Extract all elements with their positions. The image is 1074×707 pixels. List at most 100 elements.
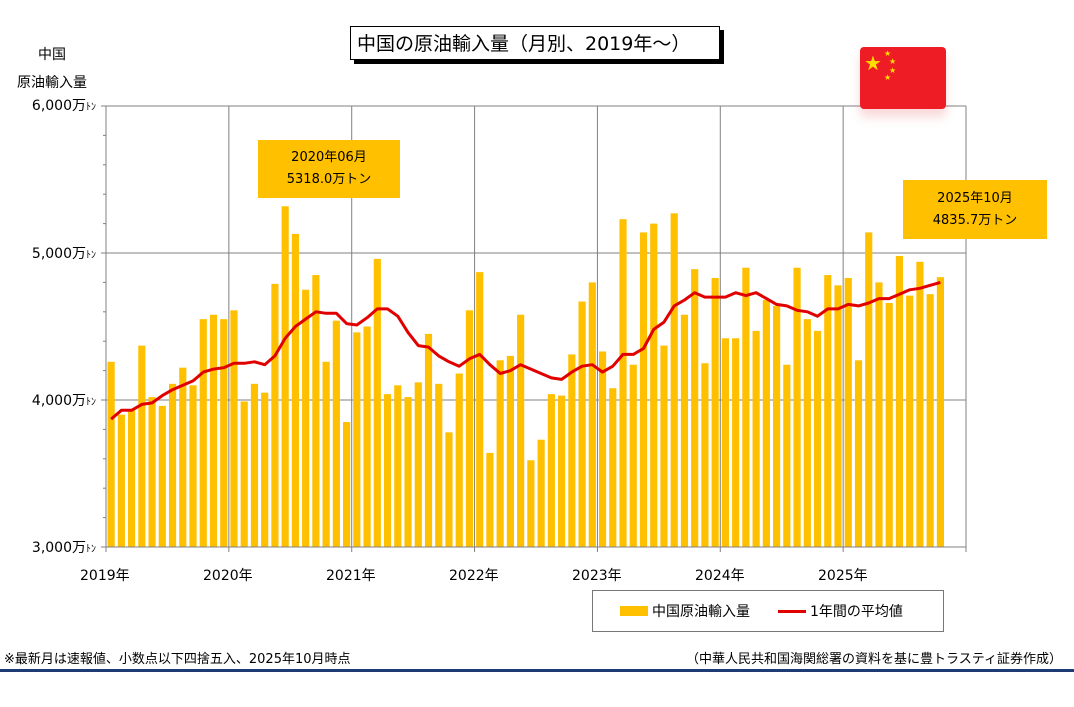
x-tick-label: 2021年 <box>326 568 376 584</box>
x-tick-label: 2020年 <box>203 568 253 584</box>
bar <box>865 232 873 548</box>
bar <box>465 310 474 547</box>
bar <box>680 314 689 547</box>
bar <box>435 383 443 547</box>
callout-peak-2020: 2020年06月 5318.0万トン <box>258 140 400 198</box>
bar <box>404 397 412 547</box>
bar <box>813 330 822 547</box>
callout-value: 4835.7万トン <box>932 212 1018 228</box>
y-tick-label: 3,000万ﾄﾝ <box>31 540 96 556</box>
bar <box>107 361 115 547</box>
bar <box>332 320 340 547</box>
bar <box>424 333 433 547</box>
bar <box>824 275 832 547</box>
bar <box>312 275 320 547</box>
bar <box>199 319 207 547</box>
bar <box>148 397 156 547</box>
footnote-left: ※最新月は速報値、小数点以下四捨五入、2025年10月時点 <box>4 652 351 667</box>
bar <box>793 267 801 547</box>
bar <box>476 272 484 547</box>
y-tick-label: 6,000万ﾄﾝ <box>31 98 96 114</box>
bar <box>711 277 719 547</box>
average-line <box>110 280 941 421</box>
bar <box>302 289 310 547</box>
bar <box>742 267 750 547</box>
bar <box>936 277 944 547</box>
bar <box>691 269 699 547</box>
bar <box>803 319 811 547</box>
x-tick-label: 2019年 <box>80 568 130 584</box>
bar <box>834 285 842 547</box>
x-tick-label: 2025年 <box>818 568 868 584</box>
bar <box>773 305 781 547</box>
bar <box>240 401 248 547</box>
bar <box>844 277 852 547</box>
bar <box>353 332 361 547</box>
bar <box>527 460 535 547</box>
bar <box>875 282 883 547</box>
bar <box>486 452 494 547</box>
bar <box>496 360 504 547</box>
bar <box>609 388 617 547</box>
bar <box>445 432 453 547</box>
bar <box>568 354 576 547</box>
y-unit-label-line1: 中国 <box>38 47 66 63</box>
bar <box>619 219 627 547</box>
x-tick-label: 2024年 <box>695 568 745 584</box>
callout-date: 2025年10月 <box>937 190 1013 206</box>
x-tick-label: 2023年 <box>572 568 622 584</box>
bar <box>291 233 299 547</box>
bar <box>138 345 146 547</box>
callout-date: 2020年06月 <box>291 150 367 165</box>
bar <box>537 439 545 547</box>
bar <box>506 355 514 547</box>
bar <box>752 330 760 547</box>
y-unit-label-line2: 原油輸入量 <box>17 75 87 91</box>
bar <box>117 414 125 547</box>
chart-title: 中国の原油輸入量（月別、2019年～） <box>350 26 720 60</box>
bar-series <box>107 206 944 548</box>
bar <box>271 283 279 547</box>
bar <box>885 302 893 547</box>
bar <box>128 410 136 547</box>
bottom-rule <box>0 669 1074 672</box>
legend-line-swatch <box>778 609 806 613</box>
bar <box>721 338 729 547</box>
bar <box>383 394 392 547</box>
bar <box>517 314 525 547</box>
bar <box>220 319 228 547</box>
bar <box>394 385 402 547</box>
bar <box>363 326 371 547</box>
bar <box>547 394 555 547</box>
china-flag-icon: ★ ★ ★ ★ ★ <box>860 47 946 109</box>
bar <box>762 300 770 547</box>
legend-line-label: 1年間の平均値 <box>810 604 903 620</box>
bar <box>670 213 678 547</box>
footnote-right: （中華人民共和国海関総署の資料を基に豊トラスティ証券作成） <box>686 652 1062 667</box>
bar <box>414 382 422 547</box>
bar <box>639 232 648 548</box>
bar <box>281 206 289 547</box>
bar <box>209 314 218 547</box>
bar <box>322 361 330 547</box>
bar <box>558 395 566 547</box>
bar <box>455 373 463 547</box>
bar <box>906 295 914 547</box>
bar <box>916 261 924 547</box>
legend-bar-swatch <box>620 606 648 616</box>
bar <box>660 345 668 547</box>
bar <box>783 364 791 547</box>
axes <box>101 105 967 552</box>
bar <box>650 223 658 547</box>
legend-bar-label: 中国原油輸入量 <box>652 604 750 620</box>
y-tick-label: 5,000万ﾄﾝ <box>31 246 96 262</box>
bar <box>732 338 740 547</box>
callout-latest: 2025年10月 4835.7万トン <box>903 180 1047 239</box>
bar <box>926 294 934 547</box>
bar <box>261 392 269 547</box>
bar <box>158 405 166 547</box>
bar <box>701 363 709 547</box>
legend: 中国原油輸入量 1年間の平均値 <box>592 590 944 632</box>
bar <box>588 282 596 547</box>
bar <box>230 310 238 547</box>
